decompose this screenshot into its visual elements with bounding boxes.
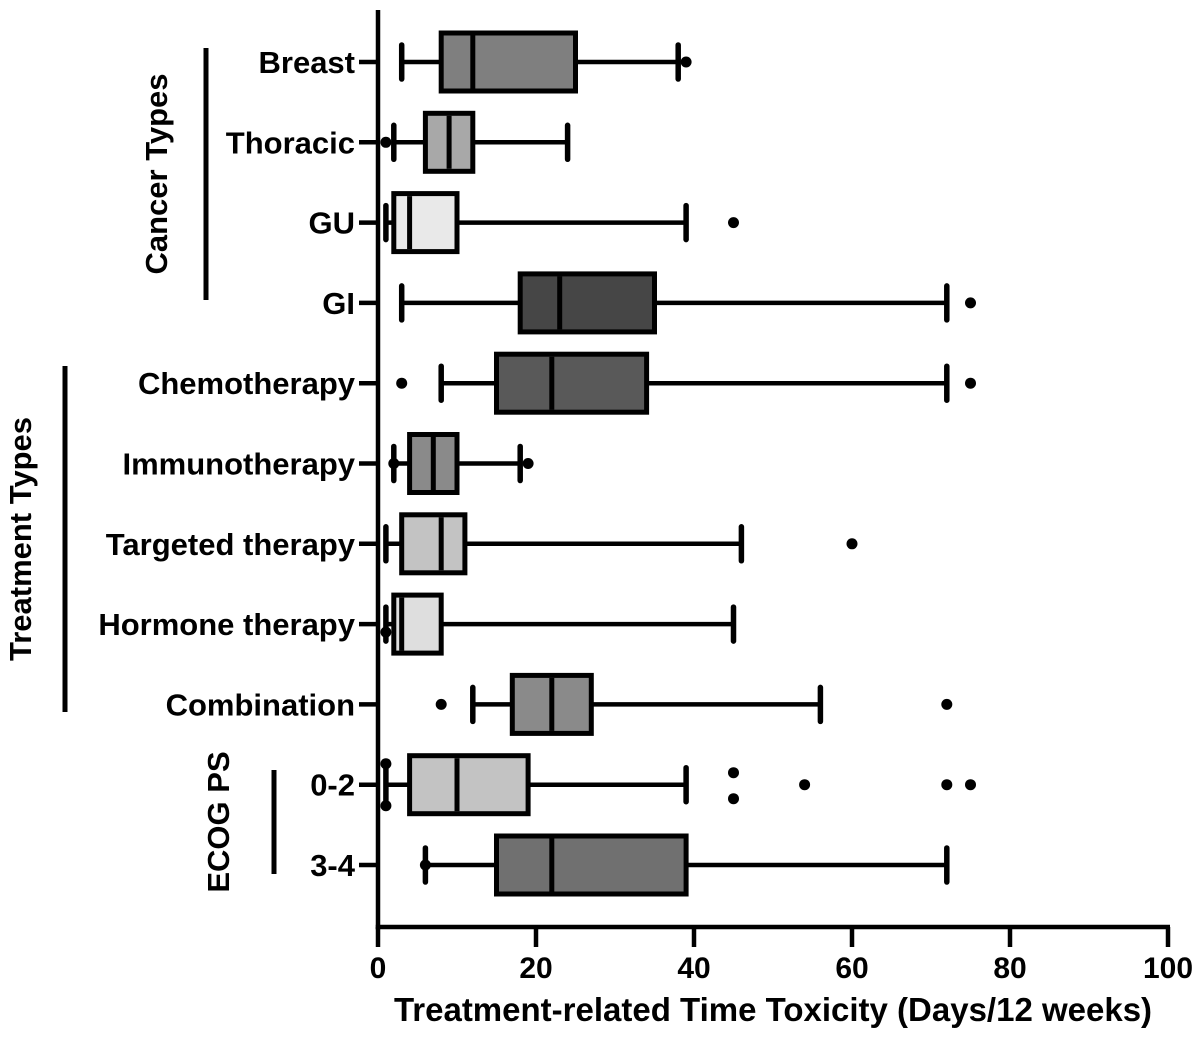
- iqr-box: [494, 351, 650, 415]
- outlier-dot: [522, 458, 534, 469]
- group-treatment-types: Treatment Types: [3, 366, 68, 712]
- group-cancer-types: Cancer Types: [139, 48, 209, 300]
- category-label-gi: GI: [322, 286, 355, 321]
- x-tick-label-20: 20: [519, 952, 552, 985]
- iqr-box: [399, 512, 468, 576]
- outlier-dot: [680, 56, 692, 68]
- outlier-dot: [396, 377, 408, 389]
- outlier-dot: [941, 698, 953, 710]
- boxplot-row-gu: GU: [309, 191, 739, 255]
- boxplot-row-targeted-therapy: Targeted therapy: [106, 512, 858, 576]
- iqr-box: [517, 271, 658, 335]
- boxplot-row-thoracic: Thoracic: [226, 110, 571, 174]
- x-tick-label-80: 80: [993, 952, 1026, 985]
- category-label-breast: Breast: [259, 45, 356, 80]
- iqr-box: [438, 30, 579, 94]
- group-label-treatment-types: Treatment Types: [3, 417, 38, 661]
- x-tick-label-100: 100: [1143, 952, 1193, 985]
- boxplot-row-gi: GI: [322, 271, 976, 335]
- outlier-dot: [728, 767, 739, 779]
- category-label-gu: GU: [309, 206, 356, 241]
- group-label-ecog-ps: ECOG PS: [201, 751, 236, 892]
- category-label-3-4: 3-4: [310, 848, 356, 883]
- outlier-dot: [388, 458, 400, 469]
- group-ecog-ps: ECOG PS: [201, 751, 277, 893]
- boxplot-row-combination: Combination: [166, 672, 953, 736]
- category-label-targeted-therapy: Targeted therapy: [106, 527, 356, 562]
- iqr-box: [494, 833, 689, 897]
- iqr-box: [391, 191, 460, 255]
- x-tick-label-0: 0: [370, 952, 387, 985]
- outlier-dot: [380, 626, 392, 638]
- outlier-dot: [728, 217, 739, 229]
- category-label-combination: Combination: [166, 687, 355, 722]
- outlier-dot: [728, 793, 739, 805]
- outlier-dot: [380, 800, 392, 812]
- boxplot-row-hormone-therapy: Hormone therapy: [98, 592, 737, 656]
- category-label-0-2: 0-2: [310, 768, 355, 803]
- outlier-dot: [799, 779, 811, 791]
- boxplot-row-chemotherapy: Chemotherapy: [138, 351, 976, 415]
- outlier-dot: [846, 538, 858, 550]
- outlier-dot: [965, 297, 976, 309]
- category-label-immunotherapy: Immunotherapy: [122, 447, 355, 482]
- boxplot-row-0-2: 0-2: [310, 753, 976, 817]
- category-label-thoracic: Thoracic: [226, 125, 355, 160]
- outlier-dot: [380, 136, 392, 148]
- x-tick-label-40: 40: [677, 952, 710, 985]
- category-label-chemotherapy: Chemotherapy: [138, 366, 356, 401]
- iqr-box: [407, 753, 531, 817]
- x-axis-title: Treatment-related Time Toxicity (Days/12…: [394, 991, 1152, 1028]
- outlier-dot: [941, 779, 953, 791]
- outlier-dot: [419, 859, 431, 871]
- outlier-dot: [380, 758, 392, 770]
- boxplot-row-immunotherapy: Immunotherapy: [122, 432, 534, 495]
- boxplot-row-breast: Breast: [259, 30, 692, 94]
- outlier-dot: [965, 779, 976, 791]
- category-label-hormone-therapy: Hormone therapy: [98, 607, 355, 642]
- group-label-cancer-types: Cancer Types: [139, 73, 174, 274]
- outlier-dot: [435, 698, 447, 710]
- x-tick-label-60: 60: [835, 952, 868, 985]
- boxplot-row-3-4: 3-4: [310, 833, 950, 897]
- outlier-dot: [965, 377, 976, 389]
